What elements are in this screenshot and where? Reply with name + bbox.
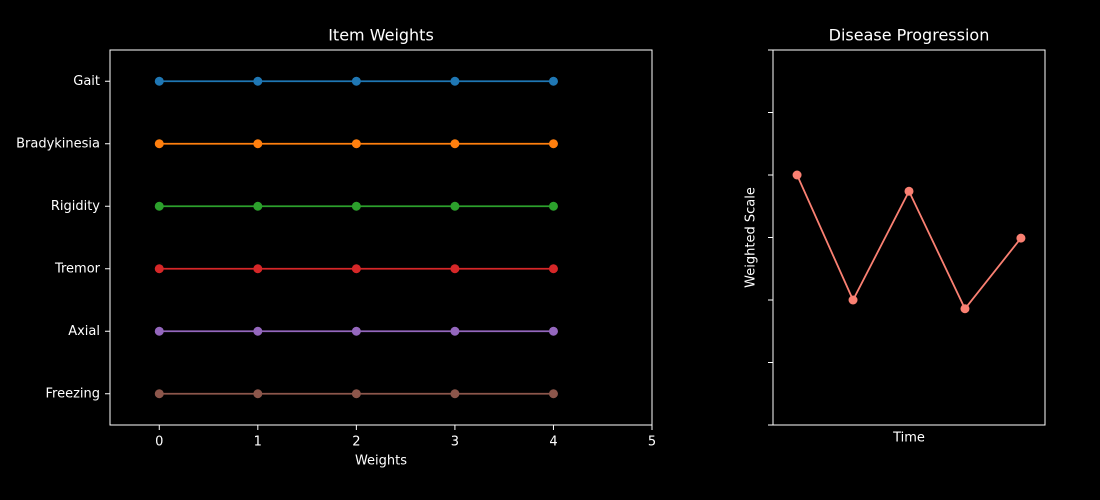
point [154,389,164,399]
x-tick-label: 4 [549,435,557,450]
point [154,76,164,86]
point [792,170,802,180]
plot-frame [772,49,1046,426]
point [351,389,361,399]
point [253,264,263,274]
point [154,264,164,274]
point [548,76,558,86]
point [253,201,263,211]
point [960,304,970,314]
point [904,186,914,196]
point [450,201,460,211]
point [548,139,558,149]
x-axis-label: Time [892,431,925,446]
point [351,326,361,336]
point [253,389,263,399]
chart-title: Item Weights [328,26,434,45]
point [848,295,858,305]
plot-frame [109,49,653,426]
point [351,76,361,86]
x-tick-label: 3 [451,435,459,450]
x-tick-label: 2 [352,435,360,450]
point [154,201,164,211]
point [351,264,361,274]
x-tick-label: 0 [155,435,163,450]
point [548,389,558,399]
chart-title: Disease Progression [829,26,990,45]
point [351,139,361,149]
x-tick-label: 1 [254,435,262,450]
x-tick-label: 5 [648,435,656,450]
y-tick-label: Rigidity [51,199,100,214]
point [548,201,558,211]
y-axis-label: Weighted Scale [744,187,759,288]
point [351,201,361,211]
y-tick-label: Axial [68,324,100,339]
point [450,139,460,149]
point [450,326,460,336]
point [450,389,460,399]
point [450,76,460,86]
point [253,326,263,336]
x-axis-label: Weights [355,454,407,469]
point [548,326,558,336]
point [253,76,263,86]
point [450,264,460,274]
point [253,139,263,149]
point [548,264,558,274]
y-tick-label: Tremor [54,261,101,276]
y-tick-label: Freezing [45,386,100,401]
point [154,139,164,149]
point [1016,233,1026,243]
point [154,326,164,336]
y-tick-label: Bradykinesia [16,136,100,151]
y-tick-label: Gait [73,74,100,89]
